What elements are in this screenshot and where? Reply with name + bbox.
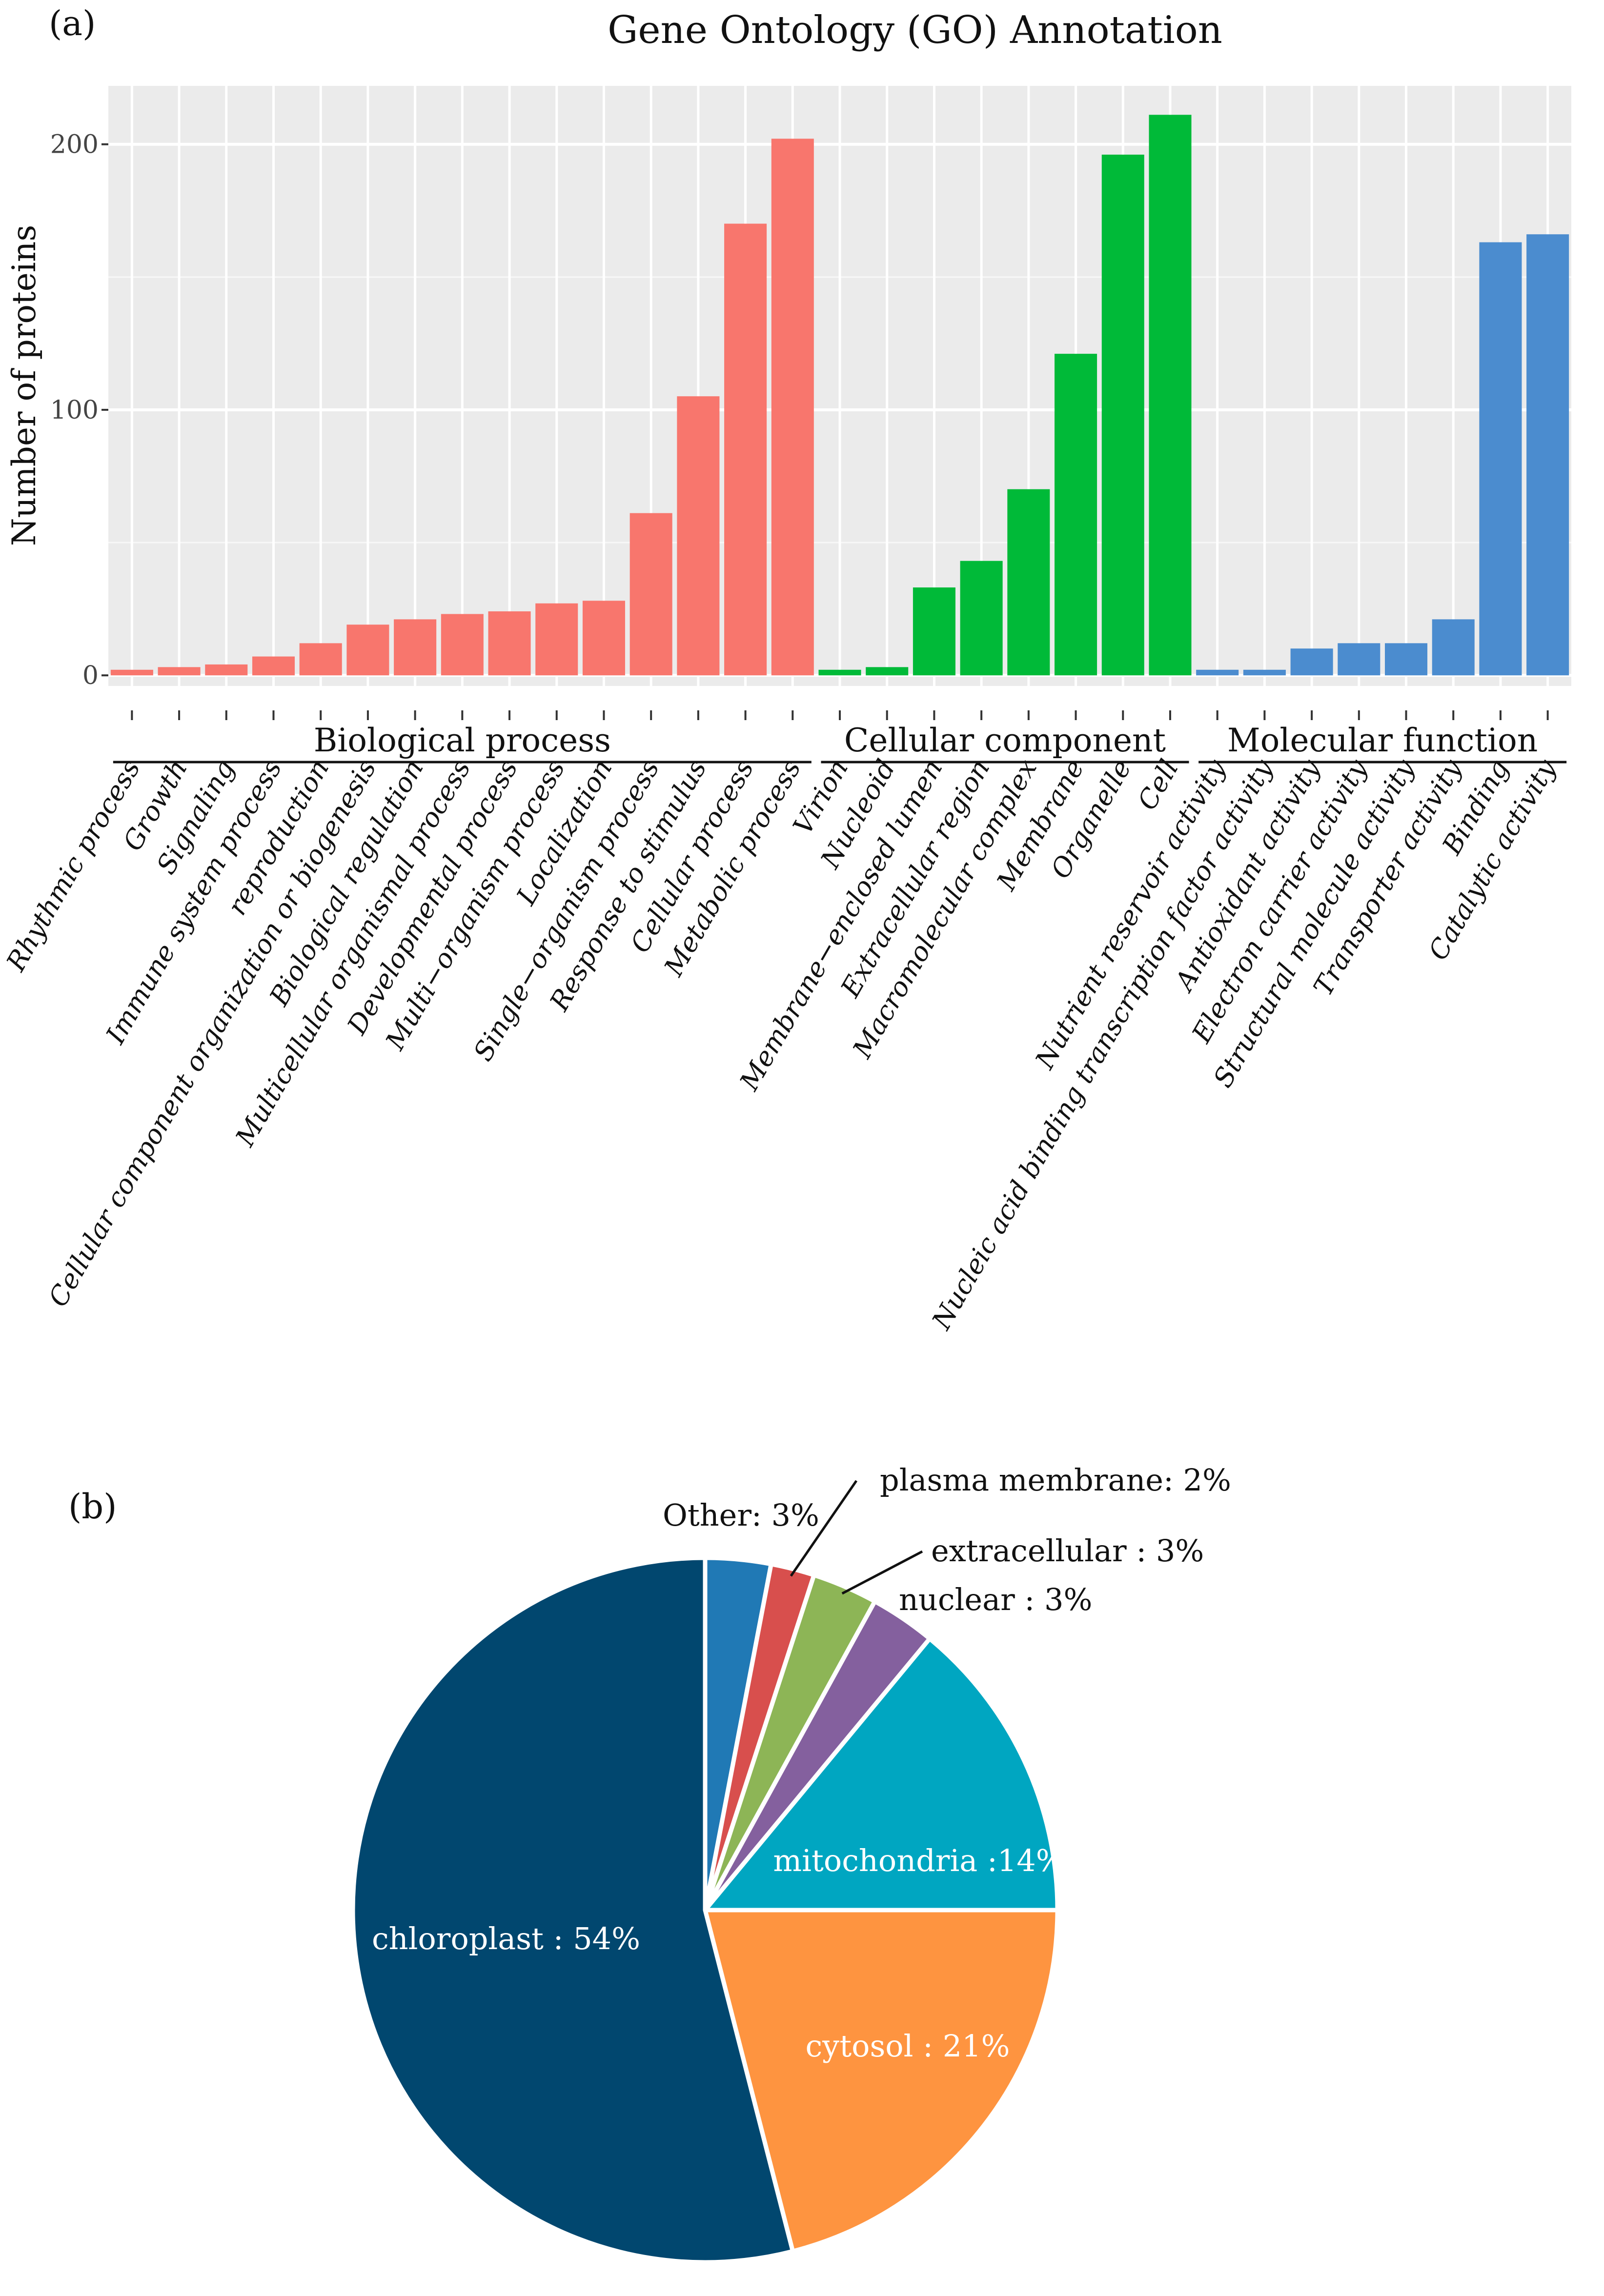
bar-single-organism-process (630, 513, 672, 676)
panel-b: (b) chloroplast : 54% cytosol : 21% mitoch… (68, 1462, 1231, 2262)
pie-label-other: Other: 3% (663, 1497, 819, 1533)
bar-electron-carrier-activity (1338, 643, 1380, 675)
group-labels: Biological process Cellular component Mole… (113, 722, 1566, 762)
group-label-cellular-component: Cellular component (844, 722, 1166, 759)
bar-membrane-enclosed-lumen (913, 587, 955, 675)
pie-chart (353, 1558, 1057, 2262)
pie-label-nuclear: nuclear : 3% (899, 1582, 1092, 1617)
pie-label-chloroplast: chloroplast : 54% (372, 1921, 640, 1956)
bar-catalytic-activity (1526, 234, 1569, 675)
x-tick-label-rhythmic-process: Rhythmic process (0, 754, 146, 977)
bar-growth (158, 667, 201, 675)
bar-metabolic-process (772, 139, 814, 675)
bar-cellular-process (724, 223, 767, 675)
bar-cell (1149, 115, 1191, 675)
pie-label-extracellular: extracellular : 3% (931, 1533, 1204, 1569)
bar-membrane (1055, 354, 1097, 675)
y-axis-label: Number of proteins (5, 225, 43, 546)
bar-reproduction (300, 643, 342, 675)
y-tick-label: 200 (50, 130, 99, 160)
panel-b-label: (b) (68, 1487, 117, 1527)
bar-virion (818, 670, 861, 675)
pie-label-cytosol: cytosol : 21% (805, 2028, 1010, 2064)
bar-rhythmic-process (111, 670, 153, 675)
panel-a-label: (a) (49, 3, 96, 43)
pie-label-plasma-membrane: plasma membrane: 2% (880, 1462, 1231, 1498)
bar-signaling (205, 665, 247, 675)
bar-nucleoid (866, 667, 908, 675)
y-tick-label: 0 (82, 661, 99, 690)
bar-macromolecular-complex (1007, 489, 1050, 676)
bar-biological-regulation (394, 619, 436, 675)
bar-multi-organism-process (535, 604, 578, 676)
bar-developmental-process (488, 611, 531, 675)
group-label-biological-process: Biological process (314, 722, 611, 759)
bar-structural-molecule-activity (1385, 643, 1427, 675)
bar-transporter-activity (1432, 619, 1475, 675)
bar-binding (1479, 242, 1522, 676)
figure: (a) Gene Ontology (GO) Annotation 0 100 20… (0, 0, 1604, 2296)
y-tick-label: 100 (50, 396, 99, 425)
pie-label-mitochondria: mitochondria :14% (773, 1843, 1064, 1878)
panel-a: (a) Gene Ontology (GO) Annotation 0 100 20… (0, 3, 1571, 1335)
bar-immune-system-process (252, 657, 295, 676)
bar-extracellular-region (960, 561, 1003, 676)
bar-nutrient-reservoir-activity (1196, 670, 1239, 675)
bar-response-to-stimulus (677, 396, 719, 675)
group-label-molecular-function: Molecular function (1227, 722, 1538, 759)
bar-localization (583, 601, 625, 675)
bar-organelle (1102, 155, 1144, 675)
bar-multicellular-organismal-process (441, 614, 484, 675)
bar-cellular-component-organization-or-biogenesis (346, 624, 389, 675)
chart-title: Gene Ontology (GO) Annotation (608, 8, 1222, 52)
y-axis: 0 100 200 (50, 130, 108, 690)
bar-antioxidant-activity (1291, 648, 1333, 675)
bar-nucleic-acid-binding-transcription-factor-activity (1243, 670, 1286, 675)
